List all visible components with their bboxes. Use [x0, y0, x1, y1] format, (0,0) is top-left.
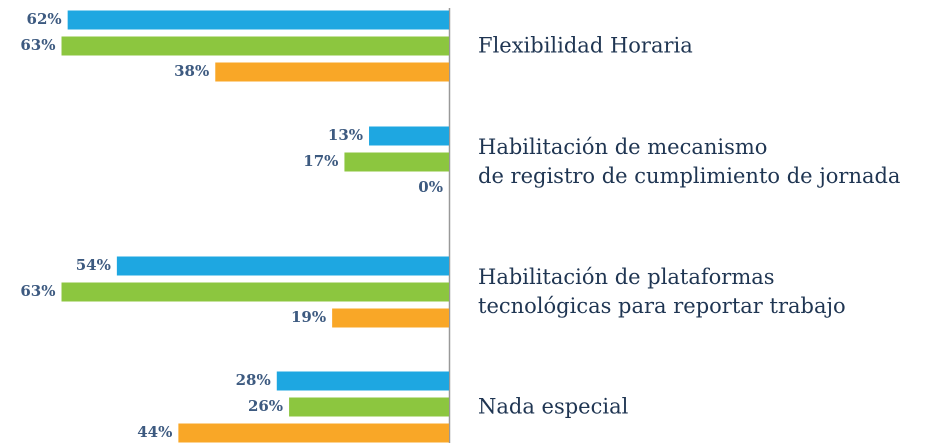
value-label: 38% [174, 62, 209, 80]
category-label: tecnológicas para reportar trabajo [478, 294, 846, 318]
category-label: Habilitación de mecanismo [478, 135, 767, 159]
value-label: 26% [248, 397, 283, 415]
value-label: 17% [303, 152, 338, 170]
value-label: 62% [27, 10, 62, 28]
bar [215, 62, 449, 82]
value-label: 0% [418, 178, 443, 196]
value-label: 63% [20, 36, 55, 54]
value-label: 13% [328, 126, 363, 144]
bar [61, 36, 450, 56]
category-label: Habilitación de plataformas [478, 265, 775, 289]
value-label: 28% [236, 371, 271, 389]
bar [289, 397, 449, 417]
bar [344, 152, 449, 172]
category-label: de registro de cumplimiento de jornada [478, 164, 900, 188]
value-label: 54% [76, 256, 111, 274]
category-label: Nada especial [478, 395, 629, 419]
bar [61, 282, 450, 302]
value-label: 19% [291, 308, 326, 326]
value-label: 63% [20, 282, 55, 300]
bar [369, 126, 449, 146]
value-label: 44% [137, 423, 172, 441]
category-label: Flexibilidad Horaria [478, 34, 693, 58]
bar [276, 371, 449, 391]
bar [332, 308, 449, 328]
bar [178, 423, 449, 443]
bar [67, 10, 449, 30]
bar [116, 256, 450, 276]
